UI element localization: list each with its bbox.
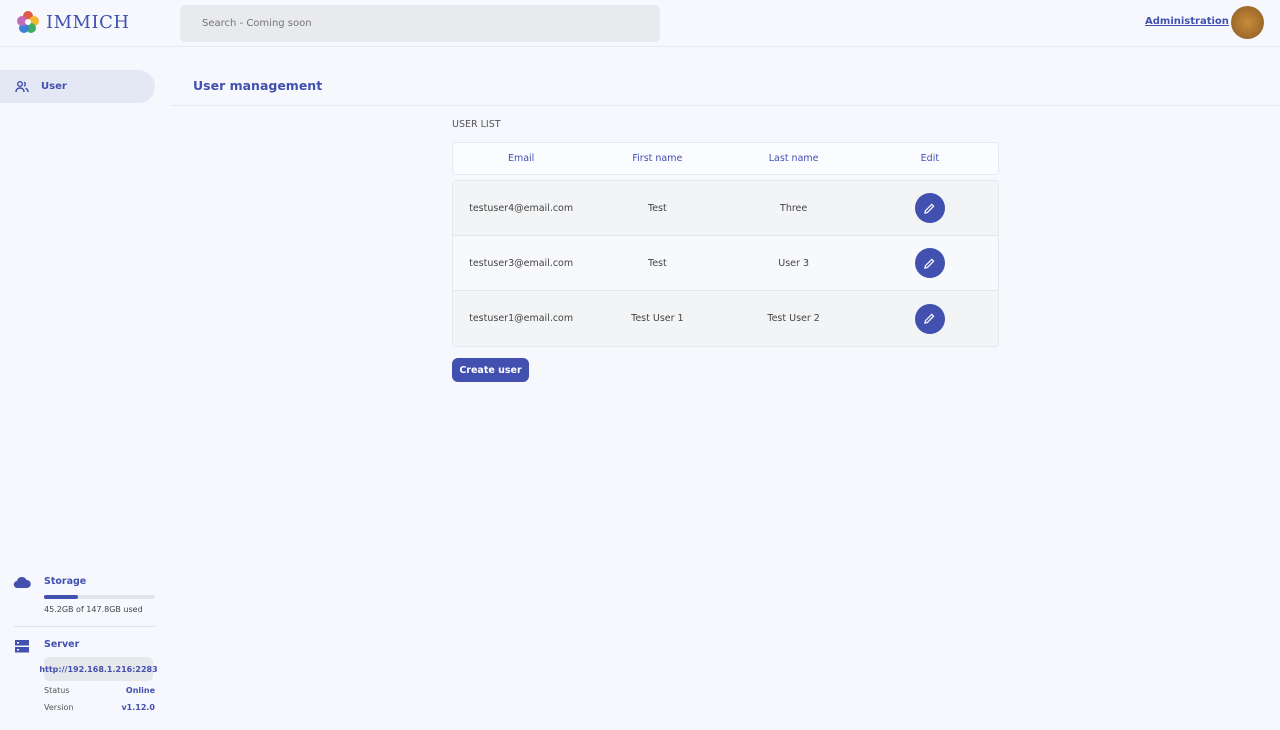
create-user-button[interactable]: Create user bbox=[452, 358, 529, 382]
email-cell: testuser1@email.com bbox=[469, 313, 574, 324]
table-row: testuser3@email.com Test User 3 bbox=[453, 236, 998, 291]
first-name-cell: Test bbox=[648, 202, 667, 214]
table-row: testuser1@email.com Test User 1 Test Use… bbox=[453, 291, 998, 346]
storage-progress-bar bbox=[44, 595, 155, 599]
last-name-cell: Test User 2 bbox=[767, 313, 820, 324]
section-title: USER LIST bbox=[452, 119, 501, 130]
server-icon bbox=[15, 640, 29, 653]
logo-text: IMMICH bbox=[46, 11, 130, 33]
version-value: v1.12.0 bbox=[121, 703, 155, 712]
storage-label: Storage bbox=[44, 576, 87, 587]
logo[interactable]: IMMICH bbox=[16, 10, 130, 34]
cloud-icon bbox=[13, 576, 31, 589]
first-name-cell: Test bbox=[648, 257, 667, 269]
server-label: Server bbox=[44, 639, 80, 650]
last-name-cell: Three bbox=[780, 202, 808, 214]
storage-progress-fill bbox=[44, 595, 78, 599]
top-bar: IMMICH Administration bbox=[0, 0, 1280, 47]
avatar[interactable] bbox=[1231, 6, 1264, 39]
sidebar-item-label: User bbox=[41, 81, 67, 92]
storage-usage-text: 45.2GB of 147.8GB used bbox=[44, 605, 143, 614]
immich-logo-icon bbox=[17, 11, 39, 33]
sidebar-item-user[interactable]: User bbox=[0, 70, 155, 103]
user-table: testuser4@email.com Test Three testuser3… bbox=[452, 180, 999, 347]
divider bbox=[14, 626, 155, 627]
column-header: Edit bbox=[920, 153, 940, 164]
first-name-cell: Test User 1 bbox=[631, 313, 684, 324]
status-label: Status bbox=[44, 686, 70, 695]
status-value: Online bbox=[125, 686, 155, 695]
edit-user-button[interactable] bbox=[914, 303, 945, 334]
administration-link[interactable]: Administration bbox=[1145, 16, 1229, 27]
search-input[interactable] bbox=[180, 5, 660, 42]
pencil-icon bbox=[924, 258, 935, 269]
divider bbox=[170, 105, 1280, 106]
pencil-icon bbox=[924, 313, 935, 324]
column-header: First name bbox=[632, 153, 683, 164]
email-cell: testuser3@email.com bbox=[469, 257, 574, 269]
server-url: http://192.168.1.216:2283 bbox=[39, 657, 158, 681]
page-title: User management bbox=[193, 78, 323, 93]
pencil-icon bbox=[924, 203, 935, 214]
column-header: Email bbox=[507, 153, 535, 164]
column-header: Last name bbox=[768, 153, 819, 164]
edit-user-button[interactable] bbox=[914, 193, 945, 223]
email-cell: testuser4@email.com bbox=[469, 202, 574, 214]
version-label: Version bbox=[44, 703, 74, 712]
edit-user-button[interactable] bbox=[914, 248, 945, 278]
table-header: Email First name Last name Edit bbox=[452, 142, 999, 175]
last-name-cell: User 3 bbox=[778, 257, 809, 269]
users-icon bbox=[15, 80, 29, 92]
table-row: testuser4@email.com Test Three bbox=[453, 181, 998, 236]
